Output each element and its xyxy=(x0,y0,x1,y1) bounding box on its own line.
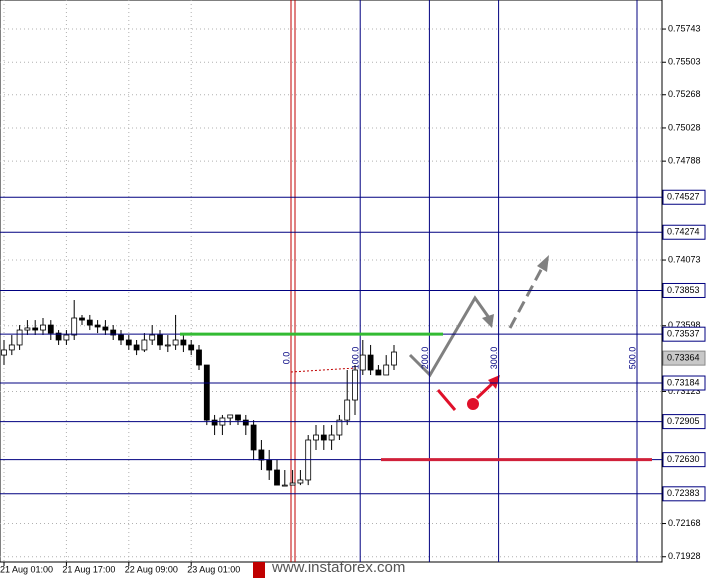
fib-base xyxy=(290,367,357,373)
level-box xyxy=(662,486,706,502)
candle-body xyxy=(133,344,140,351)
plot-area xyxy=(0,0,663,563)
arrow-head xyxy=(482,314,494,328)
candle-body xyxy=(79,317,85,321)
candle-body xyxy=(118,334,124,341)
x-tick-label: 22 Aug 09:00 xyxy=(125,564,178,574)
candle-body xyxy=(188,344,195,351)
candle-body xyxy=(40,324,46,331)
level-label: 0.74274 xyxy=(667,227,700,237)
candle-body xyxy=(203,364,210,421)
level-box xyxy=(662,189,706,205)
fib-time-label: 0.0 xyxy=(281,352,291,365)
level-box xyxy=(662,414,706,430)
candle-body xyxy=(352,369,358,401)
candle-body xyxy=(313,434,319,441)
level-box xyxy=(662,224,706,240)
red-arrow xyxy=(475,380,496,400)
forecast-dashed xyxy=(508,267,544,329)
candle-body xyxy=(102,326,109,331)
candle-body xyxy=(367,354,374,371)
candle-body xyxy=(235,414,241,421)
y-tick-label: 0.75268 xyxy=(668,89,701,99)
y-tick-label: 0.72168 xyxy=(668,518,701,528)
candle-body xyxy=(383,364,390,376)
y-tick-label: 0.73123 xyxy=(668,386,701,396)
level-label: 0.72905 xyxy=(667,416,700,426)
candle-body xyxy=(1,349,7,356)
candle-body xyxy=(258,449,265,461)
fib-time-label: 200.0 xyxy=(420,347,430,370)
candle-body xyxy=(227,414,234,419)
candle-body xyxy=(47,324,54,334)
level-label: 0.72630 xyxy=(667,454,700,464)
level-label: 0.74527 xyxy=(667,192,700,202)
candle-body xyxy=(328,434,335,441)
y-tick-label: 0.75743 xyxy=(668,23,701,33)
candle-body xyxy=(344,399,351,421)
candle-body xyxy=(375,369,382,376)
candle-body xyxy=(141,339,148,351)
candle-body xyxy=(125,339,132,346)
fib-time-label: 500.0 xyxy=(627,347,637,370)
candle-body xyxy=(94,324,101,328)
candle-body xyxy=(289,482,296,486)
forecast-path xyxy=(408,295,494,378)
y-tick-label: 0.75503 xyxy=(668,57,701,67)
red-dot xyxy=(467,398,479,410)
y-tick-label: 0.75028 xyxy=(668,122,701,132)
last-price-box xyxy=(662,350,706,366)
candle-body xyxy=(250,424,257,451)
candle-body xyxy=(71,317,78,336)
candle-body xyxy=(196,349,202,366)
y-tick-label: 0.71928 xyxy=(668,551,701,561)
x-tick-label: 23 Aug 01:00 xyxy=(187,564,240,574)
level-box xyxy=(662,375,706,391)
candle-body xyxy=(63,334,70,341)
candle-body xyxy=(32,327,39,331)
arrow-head xyxy=(537,255,549,272)
candle-body xyxy=(149,334,156,341)
candle-body xyxy=(110,329,117,336)
candle-body xyxy=(336,419,343,436)
candle-body xyxy=(359,354,366,371)
red-stroke xyxy=(436,389,457,411)
candle-body xyxy=(242,419,249,426)
x-tick-label: 21 Aug 17:00 xyxy=(62,564,115,574)
level-label: 0.73184 xyxy=(667,377,700,387)
candle-body xyxy=(274,469,280,486)
candle-body xyxy=(172,339,179,346)
last-price-label: 0.73364 xyxy=(667,352,700,362)
fib-time-label: 300.0 xyxy=(489,347,499,370)
candle-body xyxy=(55,332,62,341)
x-tick-label: 21 Aug 01:00 xyxy=(0,564,53,574)
candle-body xyxy=(266,459,273,471)
candle-body xyxy=(211,419,218,426)
candle-body xyxy=(86,319,93,326)
candle-body xyxy=(157,334,163,346)
y-tick-label: 0.74073 xyxy=(668,254,701,264)
y-tick-label: 0.73598 xyxy=(668,320,701,330)
candle-body xyxy=(391,351,397,366)
level-label: 0.73537 xyxy=(667,329,700,339)
level-box xyxy=(662,326,706,342)
y-tick-label: 0.74788 xyxy=(668,156,701,166)
candle-body xyxy=(320,434,327,441)
fib-time-label: 100.0 xyxy=(351,347,361,370)
candle-body xyxy=(16,329,23,346)
candle-body xyxy=(8,344,15,351)
level-label: 0.73853 xyxy=(667,285,700,295)
level-box xyxy=(662,282,706,298)
candle-body xyxy=(164,344,171,347)
arrow-head xyxy=(488,375,500,389)
level-box xyxy=(662,452,706,468)
candle-body xyxy=(180,339,187,346)
candle-body xyxy=(24,327,31,331)
candle-body xyxy=(281,484,288,487)
level-label: 0.72383 xyxy=(667,488,700,498)
watermark: www.instaforex.com xyxy=(271,559,405,576)
candle-body xyxy=(297,479,304,484)
marker-box xyxy=(253,562,265,578)
